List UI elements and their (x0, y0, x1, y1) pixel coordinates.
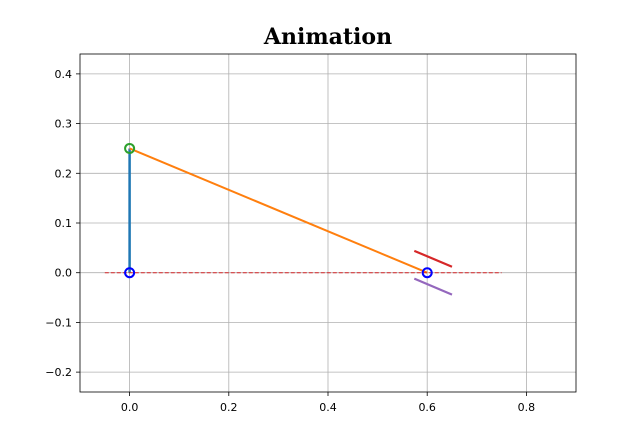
axis-ticks: 0.0 0.2 0.4 0.6 0.8 −0.2 −0.1 0.0 0.1 0.2 0.3 0.4 (45, 68, 535, 414)
x-tick-label: 0.8 (518, 401, 536, 414)
series-marker-6-0 (124, 142, 136, 154)
series-marker-5-1 (421, 267, 433, 279)
series-marker-5-0 (124, 267, 136, 279)
y-tick-label: 0.0 (55, 267, 73, 280)
y-tick-label: 0.1 (55, 217, 73, 230)
y-tick-label: −0.2 (45, 366, 72, 379)
y-tick-label: 0.3 (55, 118, 73, 131)
x-tick-label: 0.2 (220, 401, 238, 414)
y-tick-label: 0.2 (55, 167, 73, 180)
series-line-4 (413, 277, 453, 296)
series-line-1 (129, 147, 428, 274)
y-tick-label: 0.4 (55, 68, 73, 81)
x-tick-label: 0.4 (319, 401, 337, 414)
series-line-3 (413, 249, 453, 268)
plot-series (104, 142, 502, 296)
chart-title: Animation (263, 24, 392, 50)
y-tick-label: −0.1 (45, 316, 72, 329)
grid (80, 54, 576, 392)
x-tick-label: 0.6 (418, 401, 436, 414)
x-tick-label: 0.0 (121, 401, 139, 414)
